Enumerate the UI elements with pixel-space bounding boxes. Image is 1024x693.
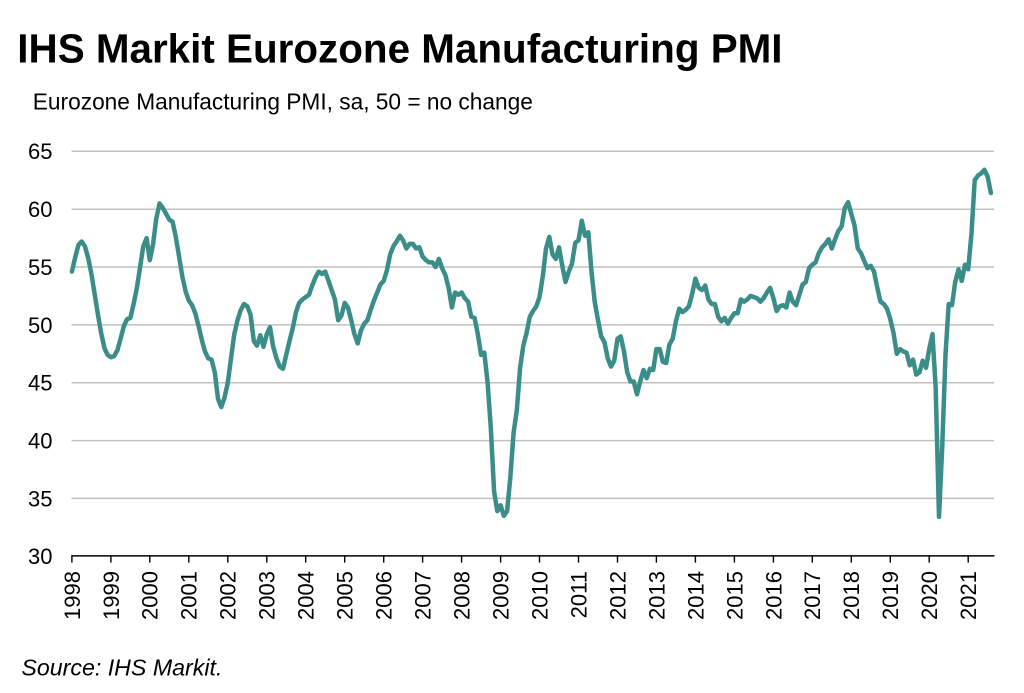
svg-text:2003: 2003 — [255, 571, 280, 620]
svg-text:Source: IHS Markit.: Source: IHS Markit. — [21, 655, 222, 681]
svg-text:1998: 1998 — [60, 571, 85, 620]
svg-text:2009: 2009 — [489, 571, 514, 620]
svg-text:IHS Markit Eurozone Manufactur: IHS Markit Eurozone Manufacturing PMI — [17, 26, 782, 72]
svg-text:55: 55 — [28, 255, 52, 280]
svg-text:30: 30 — [28, 544, 52, 569]
svg-text:2004: 2004 — [294, 571, 319, 620]
svg-text:50: 50 — [28, 313, 52, 338]
svg-text:2007: 2007 — [411, 571, 436, 620]
svg-text:2020: 2020 — [917, 571, 942, 620]
svg-text:40: 40 — [28, 428, 52, 453]
svg-text:2014: 2014 — [683, 571, 708, 620]
svg-text:2012: 2012 — [605, 571, 630, 620]
svg-text:2011: 2011 — [566, 571, 591, 618]
svg-text:2015: 2015 — [722, 571, 747, 620]
svg-text:2017: 2017 — [800, 571, 825, 620]
svg-text:1999: 1999 — [99, 571, 124, 620]
svg-text:65: 65 — [28, 139, 52, 164]
svg-text:2005: 2005 — [333, 571, 358, 620]
svg-text:35: 35 — [28, 486, 52, 511]
svg-text:2013: 2013 — [644, 571, 669, 620]
svg-text:2001: 2001 — [177, 571, 202, 620]
svg-text:2021: 2021 — [956, 571, 981, 620]
svg-text:45: 45 — [28, 371, 52, 396]
svg-text:2016: 2016 — [761, 571, 786, 620]
svg-text:2006: 2006 — [372, 571, 397, 620]
svg-text:2008: 2008 — [450, 571, 475, 620]
svg-text:2010: 2010 — [527, 571, 552, 620]
svg-text:2018: 2018 — [839, 571, 864, 620]
svg-text:Eurozone Manufacturing PMI, sa: Eurozone Manufacturing PMI, sa, 50 = no … — [33, 88, 533, 114]
svg-text:2000: 2000 — [138, 571, 163, 620]
svg-text:2019: 2019 — [878, 571, 903, 620]
svg-text:60: 60 — [28, 197, 52, 222]
svg-text:2002: 2002 — [216, 571, 241, 620]
